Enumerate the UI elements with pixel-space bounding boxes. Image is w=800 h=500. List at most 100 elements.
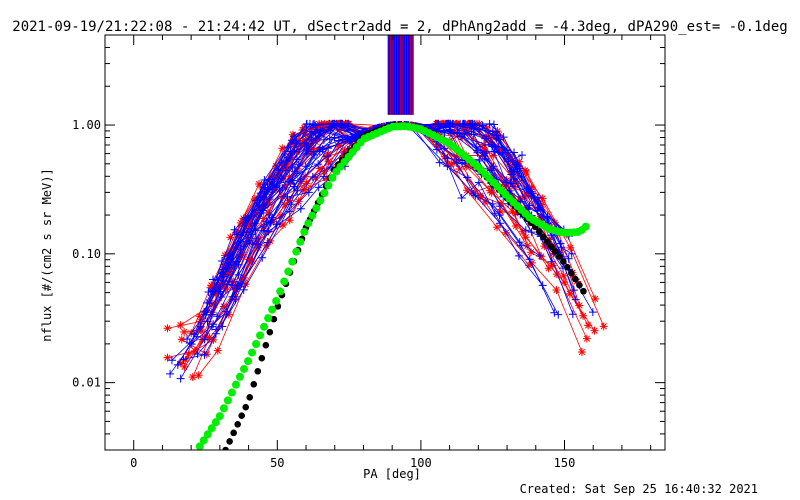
asterisk-marker (311, 173, 320, 182)
plus-marker (307, 135, 316, 144)
asterisk-marker (544, 264, 553, 273)
asterisk-marker (333, 141, 342, 150)
asterisk-marker (211, 290, 220, 299)
plus-marker (554, 310, 563, 319)
black-fit-dot (572, 275, 579, 283)
plus-marker (296, 204, 305, 213)
asterisk-marker (466, 161, 475, 170)
green-fit-dot (256, 331, 265, 340)
plus-marker (515, 238, 524, 247)
x-tick-label: 100 (410, 456, 432, 470)
asterisk-marker (482, 123, 491, 132)
plus-marker (479, 152, 488, 161)
plus-marker (264, 185, 273, 194)
black-fit-dot (242, 403, 250, 411)
asterisk-marker (577, 347, 586, 356)
plus-marker (187, 340, 196, 349)
plus-marker (265, 195, 274, 204)
plus-marker (308, 172, 317, 181)
asterisk-marker (527, 183, 536, 192)
asterisk-marker (313, 134, 322, 143)
green-fit-dot (272, 296, 281, 305)
asterisk-marker (537, 200, 546, 209)
asterisk-marker (527, 258, 536, 267)
plus-marker (265, 175, 274, 184)
plus-marker (264, 227, 273, 236)
green-fit-dot (316, 196, 325, 205)
asterisk-marker (527, 248, 536, 257)
green-fit-dot (239, 364, 248, 373)
plus-marker (324, 144, 333, 153)
plus-marker (502, 178, 511, 187)
asterisk-marker (307, 148, 316, 157)
plus-marker (441, 119, 450, 128)
plus-marker (319, 172, 328, 181)
plus-marker (489, 162, 498, 171)
plus-marker (567, 249, 576, 258)
plus-marker (311, 128, 320, 137)
asterisk-marker (520, 192, 529, 201)
asterisk-marker (339, 137, 348, 146)
plus-marker (272, 220, 281, 229)
plus-marker (310, 150, 319, 159)
plus-marker (489, 120, 498, 129)
plus-marker (440, 144, 449, 153)
x-tick-label: 0 (130, 456, 137, 470)
asterisk-marker (487, 188, 496, 197)
asterisk-marker (245, 255, 254, 264)
asterisk-marker (476, 191, 485, 200)
green-fit-dot (207, 424, 216, 433)
plus-marker (209, 320, 218, 329)
plus-marker (569, 286, 578, 295)
asterisk-marker (259, 222, 268, 231)
plus-marker (265, 211, 274, 220)
asterisk-marker (176, 321, 185, 330)
black-fit-dot (246, 394, 254, 401)
plus-marker (225, 258, 234, 267)
plus-marker (547, 257, 556, 266)
green-fit-dot (235, 372, 244, 381)
green-fit-dot (304, 219, 313, 228)
plus-marker (166, 369, 175, 378)
plot-frame (104, 34, 666, 451)
asterisk-marker (213, 346, 222, 355)
plus-marker (588, 308, 597, 317)
asterisk-marker (232, 228, 241, 237)
asterisk-marker (194, 371, 203, 380)
plus-marker (287, 136, 296, 145)
green-fit-dot (312, 204, 321, 213)
green-fit-dot (280, 277, 289, 286)
green-fit-dot (203, 430, 212, 439)
black-fit-dot (238, 412, 245, 420)
black-fit-dot (576, 281, 583, 289)
asterisk-marker (176, 359, 185, 368)
black-fit-dot (560, 258, 567, 265)
asterisk-marker (280, 200, 289, 209)
asterisk-marker (321, 152, 330, 161)
asterisk-marker (290, 137, 299, 146)
plus-marker (571, 295, 580, 304)
black-fit-dot (262, 341, 270, 349)
green-fit-dot (260, 322, 269, 331)
plus-marker (262, 217, 271, 226)
green-fit-dot (308, 211, 317, 220)
green-fit-dot (215, 412, 224, 421)
x-axis-label: PA [deg] (363, 467, 421, 481)
green-fit-dot (296, 237, 305, 246)
asterisk-marker (250, 208, 259, 217)
plus-marker (474, 178, 483, 187)
green-fit-dot (288, 257, 297, 266)
axes: 0 50 100 150 0.01 0.10 1.00 (72, 34, 665, 470)
green-fit-curve (195, 122, 590, 450)
asterisk-marker (300, 185, 309, 194)
asterisk-marker (462, 162, 471, 171)
asterisk-marker (479, 140, 488, 149)
plus-marker (490, 147, 499, 156)
asterisk-marker (181, 355, 190, 364)
asterisk-marker (226, 233, 235, 242)
black-fit-dot (580, 287, 587, 295)
plus-marker (323, 152, 332, 161)
green-fit-dot (264, 314, 273, 323)
plus-marker (302, 149, 311, 158)
green-fit-dot (292, 247, 301, 256)
